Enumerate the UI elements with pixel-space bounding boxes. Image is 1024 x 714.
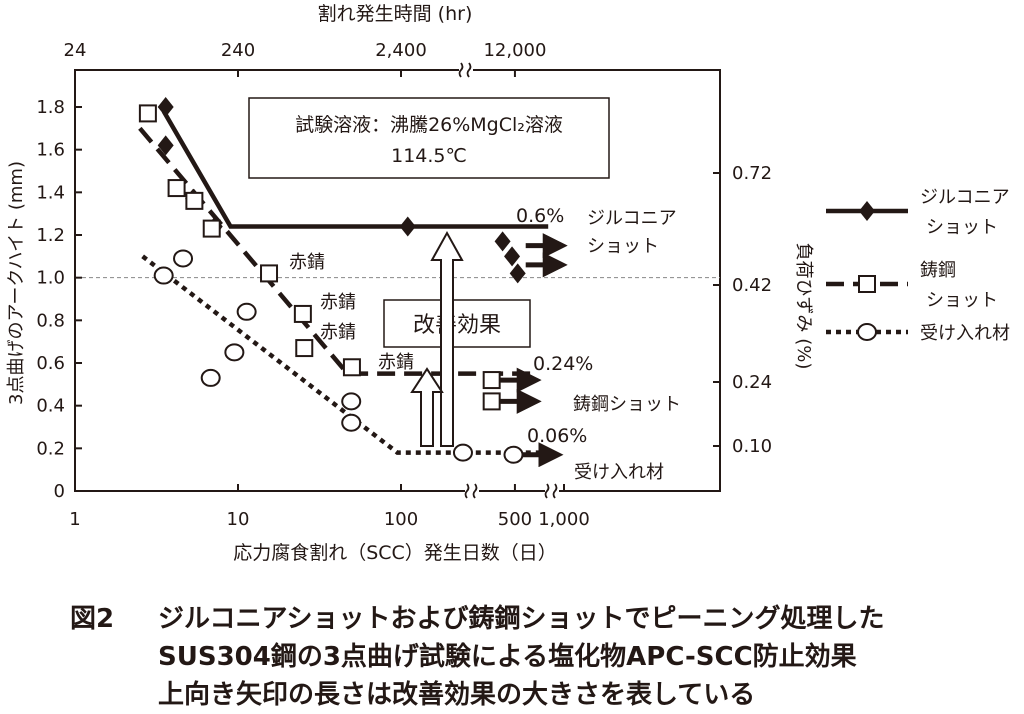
caption-line-3: 上向き矢印の長さは改善効果の大きさを表している: [158, 680, 756, 710]
y-tick-label: 1.6: [36, 140, 65, 161]
x-tick-label: 1,000: [538, 509, 590, 530]
data-point-2: [173, 249, 194, 268]
zirconia-right-label: ジルコニア: [587, 208, 677, 229]
y-tick-label: 0.2: [36, 438, 65, 459]
data-point-1: [185, 191, 204, 210]
top-tick-label: 240: [221, 40, 255, 61]
y-tick-label: 0: [54, 481, 65, 502]
data-point-2: [224, 343, 245, 362]
x-tick-label: 100: [384, 509, 418, 530]
zirconia-right-label-2: ショット: [587, 236, 659, 257]
data-point-2: [503, 445, 524, 464]
top-tick-label: 24: [64, 40, 87, 61]
right-tick-label: 0.10: [732, 436, 772, 457]
bottom-axis-break: [464, 483, 478, 499]
top-tick-label: 12,000: [483, 40, 546, 61]
y-tick-label: 0.8: [36, 310, 65, 331]
data-point-2: [153, 266, 174, 285]
test-solution-temperature: 114.5℃: [391, 145, 467, 167]
y-tick-label: 0.6: [36, 353, 65, 374]
data-point-1: [482, 371, 501, 390]
data-point-2: [341, 413, 362, 432]
small-up-arrow: [410, 367, 444, 447]
data-point-1: [482, 392, 501, 411]
rust-label: 赤錆: [378, 352, 414, 373]
trend-line-1: [138, 126, 534, 376]
data-point-1: [167, 179, 186, 198]
data-point-2: [452, 443, 473, 462]
data-point-0: [399, 216, 416, 237]
data-point-1: [295, 339, 314, 358]
y-axis-title: 3点曲げのアークハイト (mm): [6, 161, 27, 405]
legend-label-1-line2: ショット: [926, 290, 998, 311]
legend-label-0-line2: ショット: [926, 217, 998, 238]
caststeel-right-label: 鋳鋼ショット: [573, 394, 681, 415]
asreceived-right-label: 受け入れ材: [574, 462, 664, 483]
legend-marker-2: [857, 323, 877, 341]
legend-marker-0: [859, 201, 875, 221]
x-tick-label: 500: [498, 509, 532, 530]
data-point-0: [504, 246, 521, 267]
test-solution-text: 試験溶液：沸騰26%MgCl₂溶液: [295, 114, 563, 136]
top-axis-title: 割れ発生時間 (hr): [318, 3, 473, 25]
caption-label: 図2: [70, 604, 115, 634]
y-tick-label: 1.2: [36, 225, 65, 246]
data-point-1: [293, 304, 312, 323]
figure-caption: 図2 ジルコニアショットおよび鋳鋼ショットでピーニング処理した SUS304鋼の3…: [70, 600, 1010, 714]
y-tick-label: 0.4: [36, 396, 65, 417]
right-tick-label: 0.72: [732, 163, 772, 184]
trend-lines: [138, 110, 549, 455]
legend-label-1: 鋳鋼: [920, 260, 956, 281]
caption-line-1: ジルコニアショットおよび鋳鋼ショットでピーニング処理した: [158, 604, 885, 634]
caption-line-2: SUS304鋼の3点曲げ試験による塩化物APC-SCC防止効果: [158, 642, 857, 672]
axis-ticks: 0 0.2 0.4 0.6 0.8 1.0 1.2 1.4 1.6 1.8 1 10 100 500 1,0…: [36, 40, 772, 530]
data-point-0: [494, 231, 511, 252]
large-up-arrow: [430, 230, 464, 447]
data-point-0: [157, 135, 174, 156]
data-markers: [138, 97, 568, 468]
data-point-2: [200, 368, 221, 387]
bottom-axis-break: [544, 483, 558, 499]
data-point-0: [509, 263, 526, 284]
x-tick-label: 1: [69, 509, 80, 530]
right-tick-label: 0.42: [732, 275, 772, 296]
legend-label-0: ジルコニア: [920, 187, 1010, 208]
y-tick-label: 1.8: [36, 97, 65, 118]
right-axis-title: 負荷ひずみ (%): [793, 243, 814, 370]
zirconia-strain-label: 0.6%: [516, 205, 564, 227]
y-tick-label: 1.0: [36, 268, 65, 289]
legend-label-2: 受け入れ材: [920, 323, 1010, 344]
legend-marker-1: [858, 275, 876, 293]
improvement-effect-box: [383, 299, 531, 348]
improvement-arrows: [410, 230, 464, 447]
improvement-effect-label: 改善効果: [413, 313, 501, 338]
x-axis-title: 応力腐食割れ（SCC）発生日数（日）: [233, 542, 557, 564]
caststeel-strain-label: 0.24%: [533, 353, 593, 375]
data-point-1: [260, 264, 279, 283]
data-point-1: [342, 358, 361, 377]
top-tick-label: 2,400: [375, 40, 427, 61]
data-point-0: [157, 97, 174, 117]
data-point-2: [341, 392, 362, 411]
rust-label: 赤錆: [289, 252, 325, 273]
asreceived-strain-label: 0.06%: [527, 425, 587, 447]
rust-label: 赤錆: [320, 292, 356, 313]
data-point-1: [202, 219, 221, 238]
test-solution-box: [248, 97, 610, 179]
plot-frame: [74, 69, 721, 492]
data-point-2: [236, 302, 257, 321]
top-axis-break: [458, 62, 472, 78]
trend-line-0: [161, 110, 549, 229]
y-tick-label: 1.4: [36, 182, 65, 203]
rust-label: 赤錆: [320, 322, 356, 343]
data-point-1: [138, 104, 157, 123]
trend-line-2: [141, 254, 539, 455]
x-tick-label: 10: [227, 509, 250, 530]
right-tick-label: 0.24: [732, 372, 772, 393]
